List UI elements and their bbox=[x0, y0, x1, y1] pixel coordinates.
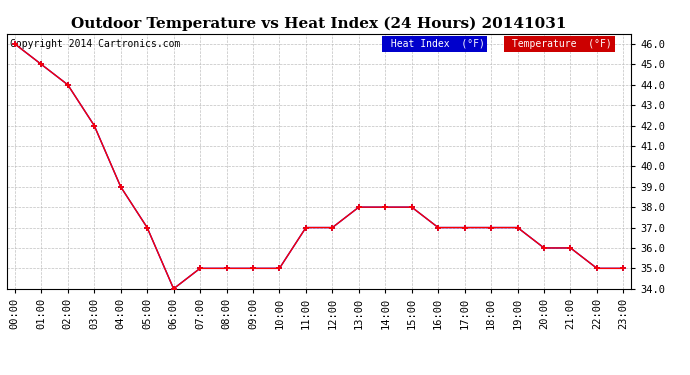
Text: Temperature  (°F): Temperature (°F) bbox=[506, 39, 612, 49]
Title: Outdoor Temperature vs Heat Index (24 Hours) 20141031: Outdoor Temperature vs Heat Index (24 Ho… bbox=[71, 17, 567, 31]
Text: Copyright 2014 Cartronics.com: Copyright 2014 Cartronics.com bbox=[10, 39, 180, 49]
Text: Heat Index  (°F): Heat Index (°F) bbox=[385, 39, 484, 49]
